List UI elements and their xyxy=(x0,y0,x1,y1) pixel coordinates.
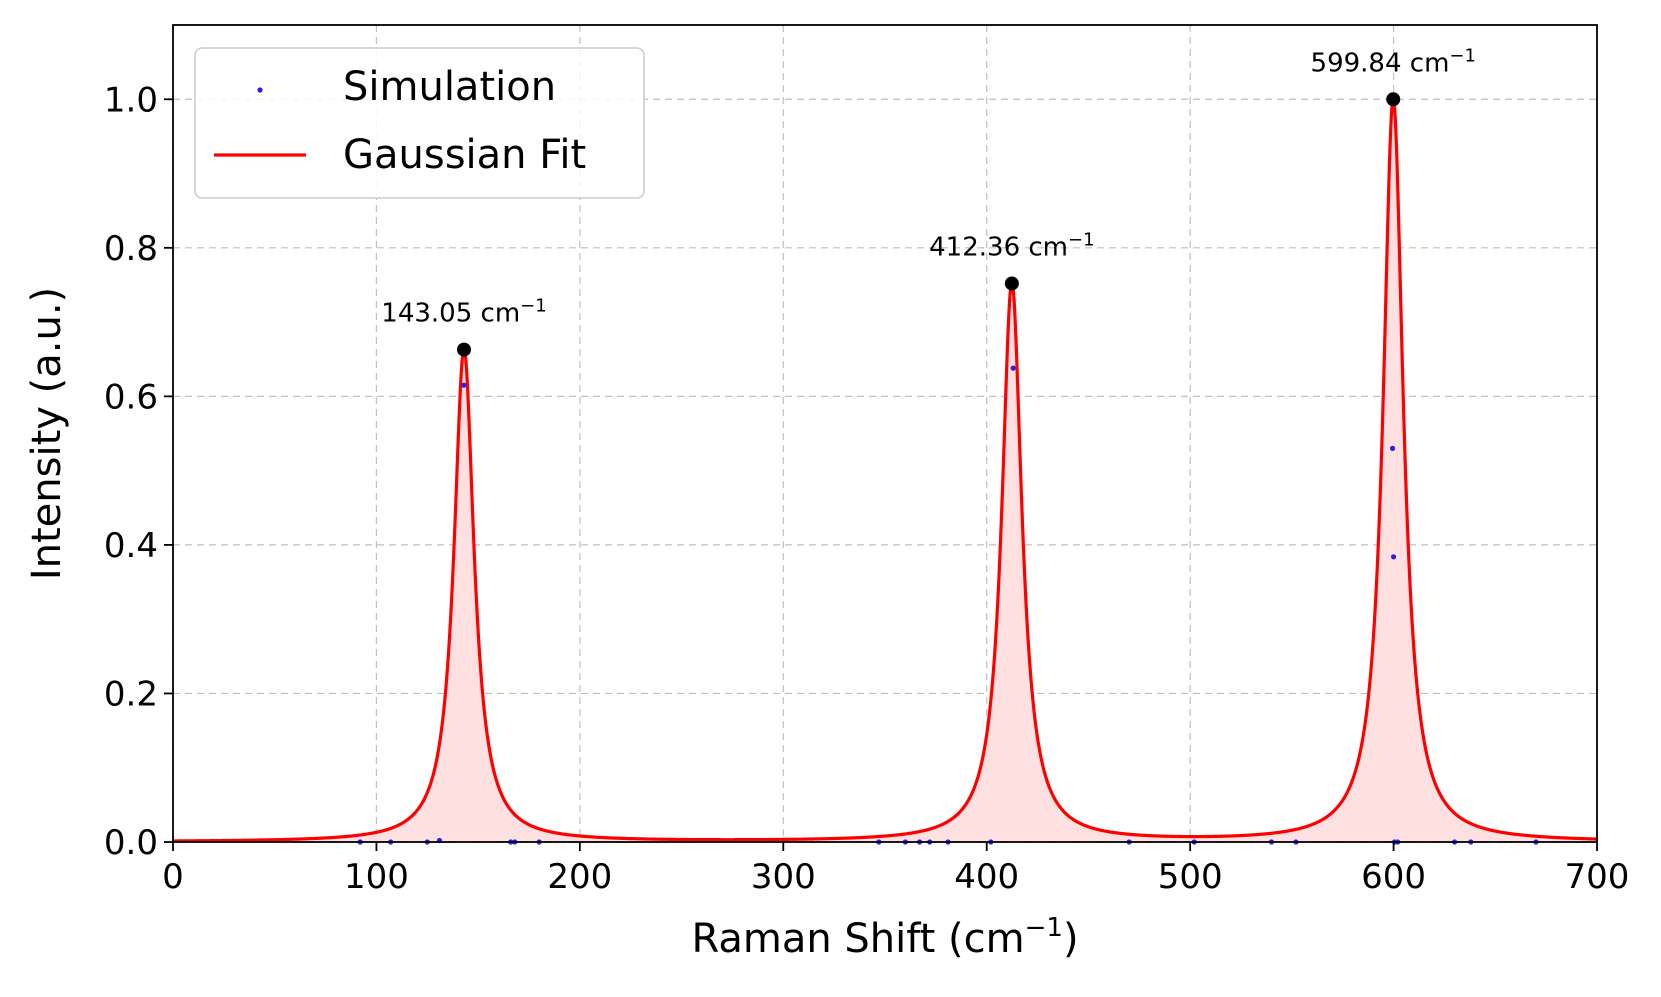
peak-label: 599.84 cm−1 xyxy=(1311,45,1476,78)
x-tick-label: 0 xyxy=(162,857,184,897)
legend-gaussian-fit-label: Gaussian Fit xyxy=(343,132,586,178)
peak-label: 143.05 cm−1 xyxy=(381,296,546,329)
y-tick-label: 0.6 xyxy=(104,377,158,417)
peak-markers: 143.05 cm−1 412.36 cm−1 599.84 cm−1 xyxy=(381,45,1476,357)
simulation-point xyxy=(1389,445,1396,451)
x-axis-label: Raman Shift (cm−1) xyxy=(691,913,1078,962)
y-tick-label: 0.8 xyxy=(104,229,158,269)
simulation-point xyxy=(461,382,467,388)
y-tick-label: 0.4 xyxy=(104,526,158,566)
y-tick-label: 1.0 xyxy=(104,80,158,120)
peak-marker xyxy=(1004,276,1019,291)
legend-box xyxy=(194,47,645,199)
y-tick-label: 0.0 xyxy=(104,823,158,863)
axis-ticks: 0 100 200 300 400 500 600 700 0.0 0.2 0.4 0.6 0.8 1.0 xyxy=(104,80,1630,897)
x-tick-label: 700 xyxy=(1565,857,1630,897)
peak-label: 412.36 cm−1 xyxy=(929,229,1094,262)
x-tick-label: 400 xyxy=(954,857,1019,897)
peak-marker xyxy=(457,342,472,357)
legend: Simulation Gaussian Fit xyxy=(194,47,645,199)
y-tick-label: 0.2 xyxy=(104,674,158,714)
gaussian-fit-line xyxy=(173,96,1598,843)
x-tick-label: 600 xyxy=(1361,857,1426,897)
x-tick-label: 500 xyxy=(1158,857,1223,897)
legend-simulation-marker xyxy=(257,87,263,93)
x-tick-label: 100 xyxy=(344,857,409,897)
x-tick-label: 200 xyxy=(547,857,612,897)
y-axis-label: Intensity (a.u.) xyxy=(24,287,70,580)
legend-simulation-label: Simulation xyxy=(343,64,556,110)
plot-frame xyxy=(172,24,1598,843)
x-tick-label: 300 xyxy=(751,857,816,897)
simulation-point xyxy=(1010,365,1016,371)
simulation-point xyxy=(1390,554,1397,560)
peak-marker xyxy=(1386,92,1401,107)
